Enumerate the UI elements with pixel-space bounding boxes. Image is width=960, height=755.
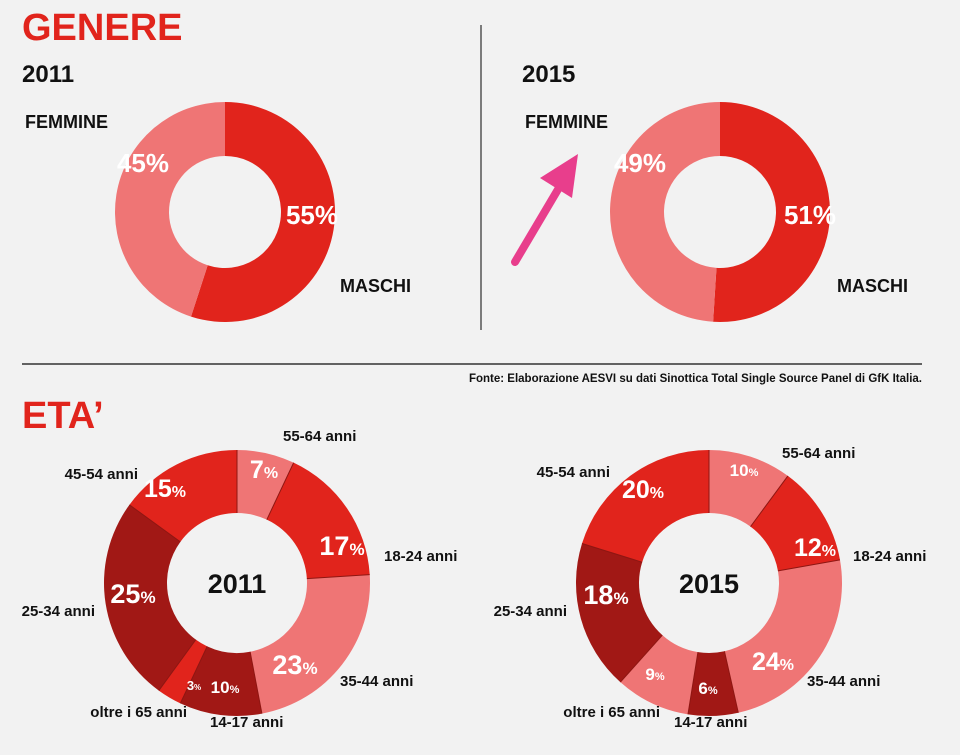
gender-2015-slice-maschi [713, 102, 831, 323]
age-2015-separator [581, 543, 643, 563]
age-section-title: ETA’ [22, 395, 104, 437]
age-2015-category-label-14-17-anni: 14-17 anni [674, 714, 747, 731]
age-2015-slice-25-34-anni [576, 543, 663, 683]
gender-2015-slice-femmine [610, 102, 720, 322]
age-2011-category-label-45-54-anni: 45-54 anni [65, 466, 138, 483]
age-2011-slice-45-54-anni [129, 450, 237, 542]
age-2011-slice-25-34-anni [103, 504, 196, 691]
age-2011-separator [158, 639, 197, 691]
age-2011-slice-18-24-anni [266, 462, 370, 579]
trend-arrow-icon [511, 154, 578, 266]
age-2011-category-label-14-17-anni: 14-17 anni [210, 714, 283, 731]
gender-2011-value-label-maschi: 55% [286, 200, 338, 230]
gender-2015-year-label: 2015 [522, 61, 575, 88]
age-2011-separator [306, 574, 370, 580]
age-2011-category-label-oltre-i-65-anni: oltre i 65 anni [90, 704, 187, 721]
gender-2011-category-label-maschi: MASCHI [340, 276, 411, 296]
age-2015-category-label-55-64-anni: 55-64 anni [782, 445, 855, 462]
age-2015-center-year: 2015 [679, 569, 739, 599]
age-2015-separator [750, 475, 789, 527]
gender-2011-year-label: 2011 [22, 61, 74, 88]
age-2015-separator [777, 559, 841, 572]
age-2011-category-label-35-44-anni: 35-44 anni [340, 673, 413, 690]
gender-2011-slice-maschi [191, 102, 336, 323]
age-2011-center-year: 2011 [208, 569, 267, 599]
age-2011-separator [179, 646, 208, 704]
age-2011-value-label-18-24-anni: 17% [319, 531, 364, 561]
gender-section-title: GENERE [22, 7, 182, 49]
gender-2015-value-label-femmine: 49% [614, 148, 666, 178]
gender-2015-value-label-maschi: 51% [784, 200, 836, 230]
age-2011-category-label-25-34-anni: 25-34 anni [22, 603, 95, 620]
gender-2011-chart: 2011 55% MASCHI 45% FEMMINE [22, 61, 411, 323]
age-2011-category-label-55-64-anni: 55-64 anni [283, 428, 356, 445]
gender-2011-value-label-femmine: 45% [117, 148, 169, 178]
age-2011-slice-oltre-i-65-anni [158, 639, 208, 704]
age-2015-separator [619, 634, 663, 683]
age-2011-separator [249, 651, 263, 714]
age-2015-slice-45-54-anni [581, 450, 709, 563]
source-note: Fonte: Elaborazione AESVI su dati Sinott… [469, 373, 922, 385]
age-2011-slice-14-17-anni [180, 646, 262, 717]
gender-2015-category-label-maschi: MASCHI [837, 276, 908, 296]
gender-2015-category-label-femmine: FEMMINE [525, 112, 608, 132]
age-2015-slice-55-64-anni [709, 450, 788, 527]
gender-2015-chart: 2015 51% MASCHI 49% FEMMINE [522, 61, 908, 323]
age-2015-category-label-35-44-anni: 35-44 anni [807, 673, 880, 690]
age-2015-separator [687, 652, 699, 715]
age-2015-category-label-45-54-anni: 45-54 anni [537, 464, 610, 481]
age-2011-slice-35-44-anni [250, 574, 370, 714]
age-2015-category-label-18-24-anni: 18-24 anni [853, 548, 926, 565]
age-2011-separator [266, 462, 295, 520]
age-2015-category-label-oltre-i-65-anni: oltre i 65 anni [563, 704, 660, 721]
age-2015-separator [723, 651, 739, 713]
gender-2011-slice-femmine [115, 102, 225, 317]
age-2015-category-label-25-34-anni: 25-34 anni [494, 603, 567, 620]
age-2015-slice-oltre-i-65-anni [620, 635, 698, 715]
age-2015-slice-18-24-anni [750, 475, 840, 571]
age-2011-slice-55-64-anni [237, 450, 294, 520]
gender-2011-category-label-femmine: FEMMINE [25, 112, 108, 132]
age-2011-separator [129, 504, 181, 543]
age-2015-slice-14-17-anni [687, 651, 739, 716]
age-2011-category-label-18-24-anni: 18-24 anni [384, 548, 457, 565]
age-2015-slice-35-44-anni [724, 559, 842, 713]
